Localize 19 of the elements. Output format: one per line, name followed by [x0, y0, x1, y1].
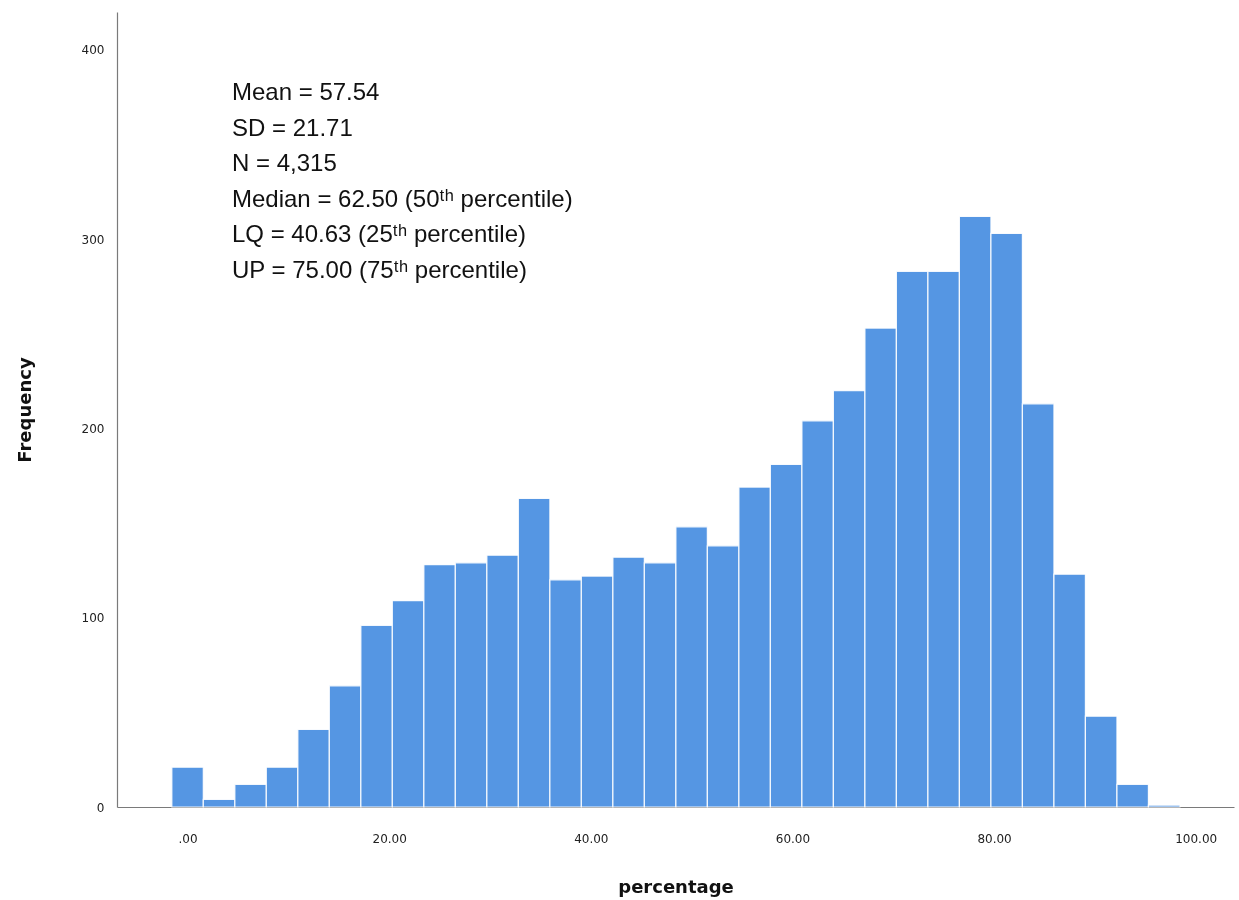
y-tick-label: 100: [81, 611, 105, 626]
x-tick-label: 20.00: [372, 831, 407, 846]
x-axis-title: percentage: [618, 875, 734, 897]
y-tick-label: 0: [96, 800, 105, 815]
annotation: Mean = 57.54: [232, 78, 380, 105]
y-tick-label: 400: [81, 43, 105, 58]
x-tick-label: 60.00: [775, 831, 811, 846]
annotation: N = 4,315: [232, 149, 337, 176]
annotation: SD = 21.71: [232, 113, 353, 141]
y-tick-label: 200: [81, 421, 105, 436]
x-tick-label: 40.00: [574, 831, 609, 846]
annotation: UP = 75.00 (75ᵗʰ percentile): [232, 255, 527, 283]
annotation: LQ = 40.63 (25ᵗʰ percentile): [232, 220, 526, 247]
x-tick-label: .00: [178, 831, 198, 846]
x-tick-label: 100.00: [1175, 831, 1218, 846]
y-tick-label: 300: [81, 232, 105, 247]
x-tick-label: 80.00: [977, 831, 1012, 846]
y-axis-title: Frequency: [13, 357, 35, 463]
annotation: Median = 62.50 (50ᵗʰ percentile): [232, 184, 573, 212]
